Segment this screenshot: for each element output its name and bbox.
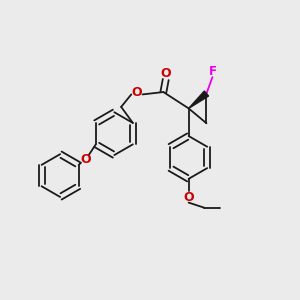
- Text: O: O: [80, 153, 91, 166]
- Text: O: O: [160, 67, 171, 80]
- Polygon shape: [189, 91, 208, 108]
- Text: O: O: [131, 86, 142, 99]
- Text: O: O: [183, 191, 194, 204]
- Text: F: F: [208, 65, 216, 78]
